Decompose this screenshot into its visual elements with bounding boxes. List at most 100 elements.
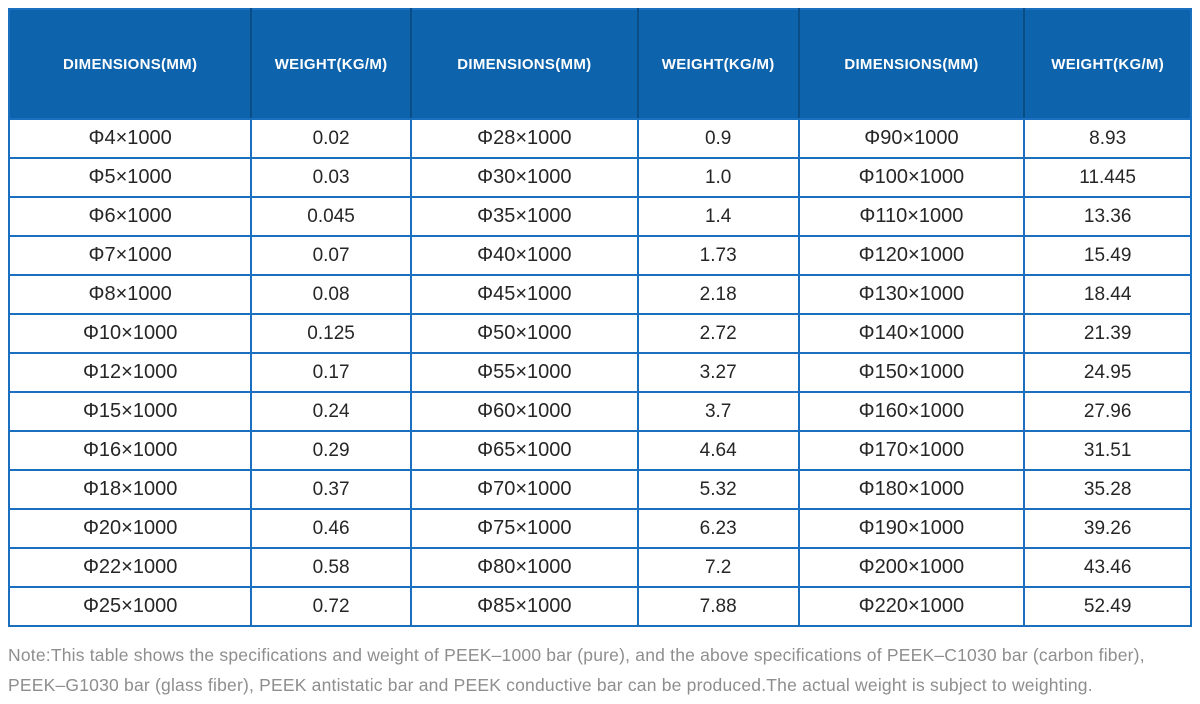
table-cell: Φ4×1000 — [7, 118, 253, 159]
table-cell: 0.03 — [250, 157, 412, 198]
table-cell: 24.95 — [1023, 352, 1192, 393]
table-row: Φ8×1000 0.08 Φ45×1000 2.18 Φ130×1000 18.44 — [7, 274, 1192, 315]
table-cell: Φ220×1000 — [797, 586, 1026, 627]
table-row: Φ6×1000 0.045 Φ35×1000 1.4 Φ110×1000 13.36 — [7, 196, 1192, 237]
table-cell: Φ22×1000 — [7, 547, 253, 588]
table-cell: Φ55×1000 — [409, 352, 639, 393]
table-cell: 21.39 — [1023, 313, 1192, 354]
table-cell: Φ35×1000 — [409, 196, 639, 237]
header-row: DIMENSIONS(MM) WEIGHT(KG/M) DIMENSIONS(M… — [9, 9, 1191, 120]
table-cell: 43.46 — [1023, 547, 1192, 588]
table-cell: Φ160×1000 — [797, 391, 1026, 432]
table-cell: Φ140×1000 — [797, 313, 1026, 354]
table-cell: 39.26 — [1023, 508, 1192, 549]
table-cell: Φ15×1000 — [7, 391, 253, 432]
table-cell: Φ6×1000 — [7, 196, 253, 237]
table-cell: 0.58 — [250, 547, 412, 588]
table-cell: 15.49 — [1023, 235, 1192, 276]
table-cell: 35.28 — [1023, 469, 1192, 510]
table-cell: 3.7 — [636, 391, 800, 432]
table-cell: 2.72 — [636, 313, 800, 354]
table-cell: Φ25×1000 — [7, 586, 253, 627]
table-cell: 0.125 — [250, 313, 412, 354]
table-cell: Φ75×1000 — [409, 508, 639, 549]
table-cell: Φ30×1000 — [409, 157, 639, 198]
spec-table: DIMENSIONS(MM) WEIGHT(KG/M) DIMENSIONS(M… — [7, 8, 1192, 627]
table-cell: 0.07 — [250, 235, 412, 276]
table-cell: Φ40×1000 — [409, 235, 639, 276]
header-cell-dimensions-1: DIMENSIONS(MM) — [9, 9, 252, 120]
table-row: Φ5×1000 0.03 Φ30×1000 1.0 Φ100×1000 11.445 — [7, 157, 1192, 198]
table-cell: Φ200×1000 — [797, 547, 1026, 588]
note-text: Note:This table shows the specifications… — [8, 640, 1192, 700]
table-row: Φ25×1000 0.72 Φ85×1000 7.88 Φ220×1000 52.49 — [7, 586, 1192, 627]
table-cell: 5.32 — [636, 469, 800, 510]
page-content: DIMENSIONS(MM) WEIGHT(KG/M) DIMENSIONS(M… — [7, 8, 1192, 700]
table-row: Φ18×1000 0.37 Φ70×1000 5.32 Φ180×1000 35.28 — [7, 469, 1192, 510]
table-cell: 0.9 — [636, 118, 800, 159]
table-body: Φ4×1000 0.02 Φ28×1000 0.9 Φ90×1000 8.93 Φ5×100… — [7, 118, 1192, 627]
table-cell: 0.29 — [250, 430, 412, 471]
table-cell: 11.445 — [1023, 157, 1192, 198]
table-cell: Φ12×1000 — [7, 352, 253, 393]
header-cell-weight-2: WEIGHT(KG/M) — [636, 9, 799, 120]
table-cell: Φ70×1000 — [409, 469, 639, 510]
table-row: Φ22×1000 0.58 Φ80×1000 7.2 Φ200×1000 43.46 — [7, 547, 1192, 588]
table-cell: 0.24 — [250, 391, 412, 432]
table-cell: Φ28×1000 — [409, 118, 639, 159]
header-cell-weight-1: WEIGHT(KG/M) — [250, 9, 411, 120]
table-cell: 0.46 — [250, 508, 412, 549]
table-cell: 18.44 — [1023, 274, 1192, 315]
table-cell: 31.51 — [1023, 430, 1192, 471]
table-row: Φ15×1000 0.24 Φ60×1000 3.7 Φ160×1000 27.96 — [7, 391, 1192, 432]
table-row: Φ16×1000 0.29 Φ65×1000 4.64 Φ170×1000 31.51 — [7, 430, 1192, 471]
table-cell: 13.36 — [1023, 196, 1192, 237]
table-cell: Φ130×1000 — [797, 274, 1026, 315]
table-cell: Φ90×1000 — [797, 118, 1026, 159]
table-cell: Φ190×1000 — [797, 508, 1026, 549]
table-cell: 2.18 — [636, 274, 800, 315]
table-cell: Φ100×1000 — [797, 157, 1026, 198]
table-cell: 0.37 — [250, 469, 412, 510]
note-line: Note:This table shows the specifications… — [8, 645, 1145, 665]
table-cell: Φ7×1000 — [7, 235, 253, 276]
note-line: PEEK–G1030 bar (glass fiber), PEEK antis… — [8, 675, 1093, 695]
table-cell: 0.02 — [250, 118, 412, 159]
table-cell: 52.49 — [1023, 586, 1192, 627]
header-cell-dimensions-2: DIMENSIONS(MM) — [409, 9, 638, 120]
table-cell: 0.17 — [250, 352, 412, 393]
table-cell: 1.4 — [636, 196, 800, 237]
table-cell: Φ8×1000 — [7, 274, 253, 315]
table-cell: 0.72 — [250, 586, 412, 627]
table-cell: 8.93 — [1023, 118, 1192, 159]
table-cell: 7.2 — [636, 547, 800, 588]
table-cell: Φ16×1000 — [7, 430, 253, 471]
table-cell: Φ80×1000 — [409, 547, 639, 588]
table-cell: Φ5×1000 — [7, 157, 253, 198]
table-cell: Φ150×1000 — [797, 352, 1026, 393]
table-row: Φ4×1000 0.02 Φ28×1000 0.9 Φ90×1000 8.93 — [7, 118, 1192, 159]
table-cell: Φ50×1000 — [409, 313, 639, 354]
table-cell: Φ120×1000 — [797, 235, 1026, 276]
table-cell: 4.64 — [636, 430, 800, 471]
table-cell: 0.045 — [250, 196, 412, 237]
table-cell: Φ20×1000 — [7, 508, 253, 549]
table-row: Φ12×1000 0.17 Φ55×1000 3.27 Φ150×1000 24.95 — [7, 352, 1192, 393]
table-cell: 3.27 — [636, 352, 800, 393]
table-cell: 6.23 — [636, 508, 800, 549]
table-cell: Φ85×1000 — [409, 586, 639, 627]
table-cell: Φ10×1000 — [7, 313, 253, 354]
table-cell: Φ18×1000 — [7, 469, 253, 510]
table-cell: Φ110×1000 — [797, 196, 1026, 237]
table-cell: Φ180×1000 — [797, 469, 1026, 510]
table-cell: Φ65×1000 — [409, 430, 639, 471]
header-cell-weight-3: WEIGHT(KG/M) — [1023, 9, 1191, 120]
table-row: Φ7×1000 0.07 Φ40×1000 1.73 Φ120×1000 15.49 — [7, 235, 1192, 276]
table-cell: 0.08 — [250, 274, 412, 315]
table-cell: 1.0 — [636, 157, 800, 198]
table-row: Φ10×1000 0.125 Φ50×1000 2.72 Φ140×1000 21.39 — [7, 313, 1192, 354]
table-cell: Φ45×1000 — [409, 274, 639, 315]
table-cell: Φ60×1000 — [409, 391, 639, 432]
table-header: DIMENSIONS(MM) WEIGHT(KG/M) DIMENSIONS(M… — [9, 9, 1191, 120]
header-cell-dimensions-3: DIMENSIONS(MM) — [797, 9, 1025, 120]
